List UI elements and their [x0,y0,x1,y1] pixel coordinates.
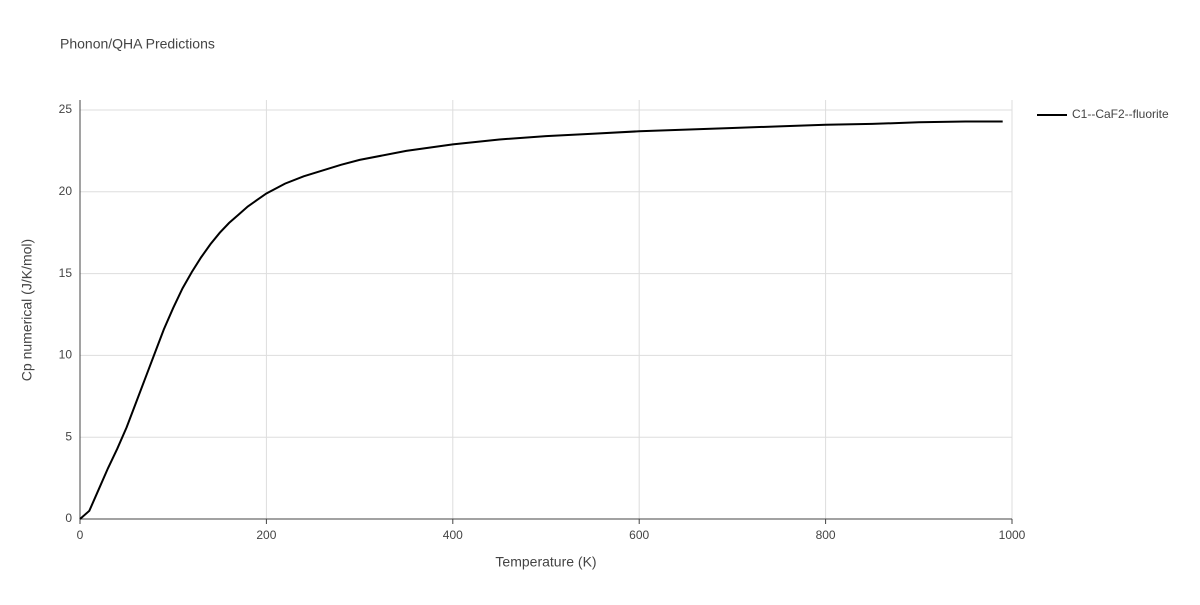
x-tick-label: 1000 [999,528,1026,542]
data-line [79,120,1003,520]
legend-label: C1--CaF2--fluorite [1072,107,1169,121]
y-tick-label: 5 [65,429,72,443]
chart-title: Phonon/QHA Predictions [60,36,215,52]
y-tick-label: 25 [59,102,73,116]
x-tick-label: 800 [816,528,836,542]
y-tick-label: 0 [65,511,72,525]
y-tick-label: 15 [59,266,73,280]
y-tick-label: 20 [59,184,73,198]
y-axis-label: Cp numerical (J/K/mol) [19,239,35,381]
x-tick-label: 0 [77,528,84,542]
x-axis-label: Temperature (K) [495,554,596,570]
x-tick-label: 200 [256,528,276,542]
y-tick-label: 10 [59,348,73,362]
x-tick-label: 400 [443,528,463,542]
x-tick-label: 600 [629,528,649,542]
